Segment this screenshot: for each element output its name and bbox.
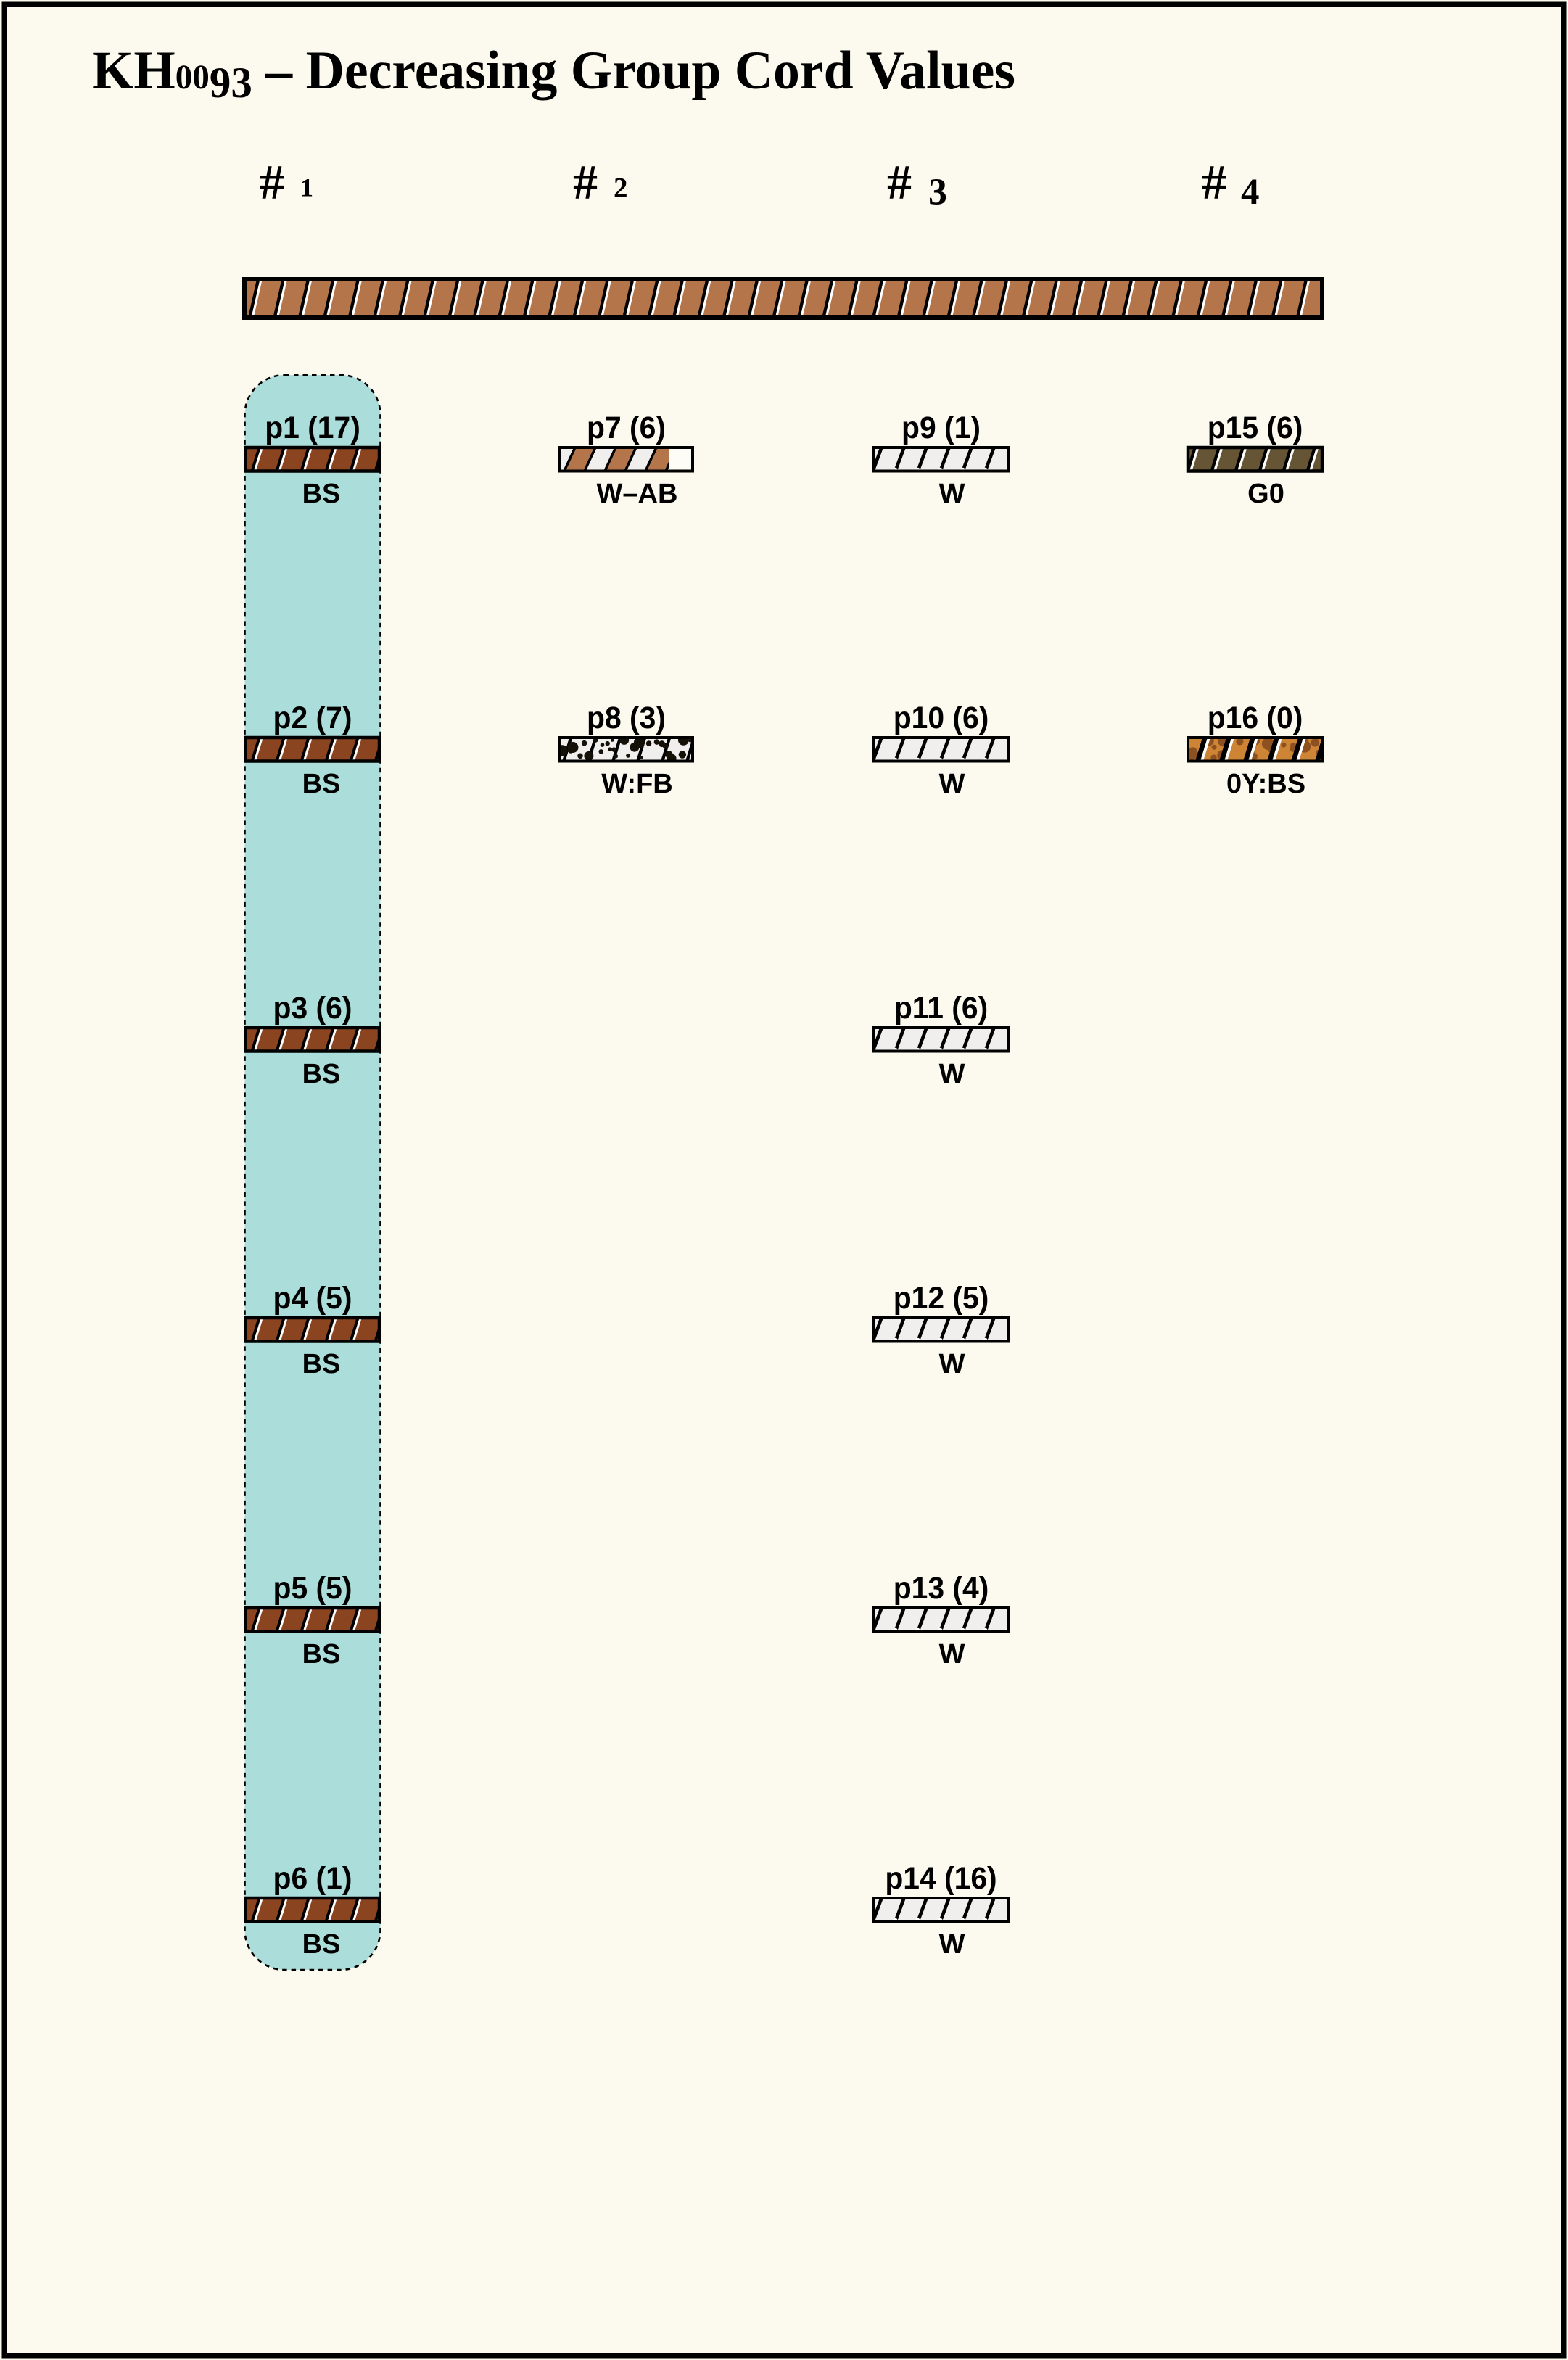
svg-text:p15 (6): p15 (6): [1208, 410, 1303, 445]
svg-text:W: W: [939, 1349, 965, 1379]
svg-text:4: 4: [1241, 172, 1260, 213]
svg-text:G0: G0: [1247, 479, 1284, 509]
svg-text:p13 (4): p13 (4): [894, 1570, 989, 1605]
svg-text:W:FB: W:FB: [601, 769, 673, 799]
svg-text:p16 (0): p16 (0): [1208, 700, 1303, 735]
svg-text:p12 (5): p12 (5): [894, 1280, 989, 1315]
svg-text:#: #: [260, 154, 284, 210]
svg-text:#: #: [887, 154, 912, 210]
svg-text:BS: BS: [302, 1059, 341, 1089]
svg-text:3: 3: [928, 172, 947, 213]
svg-text:p4 (5): p4 (5): [273, 1280, 352, 1315]
svg-text:2: 2: [614, 173, 628, 204]
svg-text:W: W: [939, 769, 965, 799]
svg-text:BS: BS: [302, 769, 341, 799]
svg-text:p5 (5): p5 (5): [273, 1570, 352, 1605]
svg-text:p1 (17): p1 (17): [265, 410, 360, 445]
svg-text:p11 (6): p11 (6): [894, 990, 988, 1025]
svg-text:p2 (7): p2 (7): [273, 700, 352, 735]
svg-text:W: W: [939, 1929, 965, 1960]
svg-text:BS: BS: [302, 479, 341, 509]
svg-text:W: W: [939, 1059, 965, 1089]
svg-text:0Y:BS: 0Y:BS: [1226, 769, 1305, 799]
svg-text:p14 (16): p14 (16): [885, 1860, 996, 1895]
svg-text:BS: BS: [302, 1349, 341, 1379]
svg-text:W: W: [939, 479, 965, 509]
svg-text:1: 1: [300, 173, 313, 202]
svg-text:p6 (1): p6 (1): [273, 1860, 352, 1895]
svg-text:W: W: [939, 1639, 965, 1670]
svg-text:W–AB: W–AB: [597, 479, 678, 509]
svg-text:#: #: [573, 154, 598, 210]
svg-text:p8 (3): p8 (3): [587, 700, 666, 735]
svg-text:p7 (6): p7 (6): [587, 410, 666, 445]
svg-text:KH0093 – Decreasing Group Cord: KH0093 – Decreasing Group Cord Values: [92, 41, 1015, 107]
svg-text:BS: BS: [302, 1639, 341, 1670]
svg-text:p9 (1): p9 (1): [901, 410, 981, 445]
svg-text:p10 (6): p10 (6): [894, 700, 989, 735]
svg-text:p3 (6): p3 (6): [273, 990, 352, 1025]
svg-text:BS: BS: [302, 1929, 341, 1960]
svg-text:#: #: [1202, 154, 1226, 210]
